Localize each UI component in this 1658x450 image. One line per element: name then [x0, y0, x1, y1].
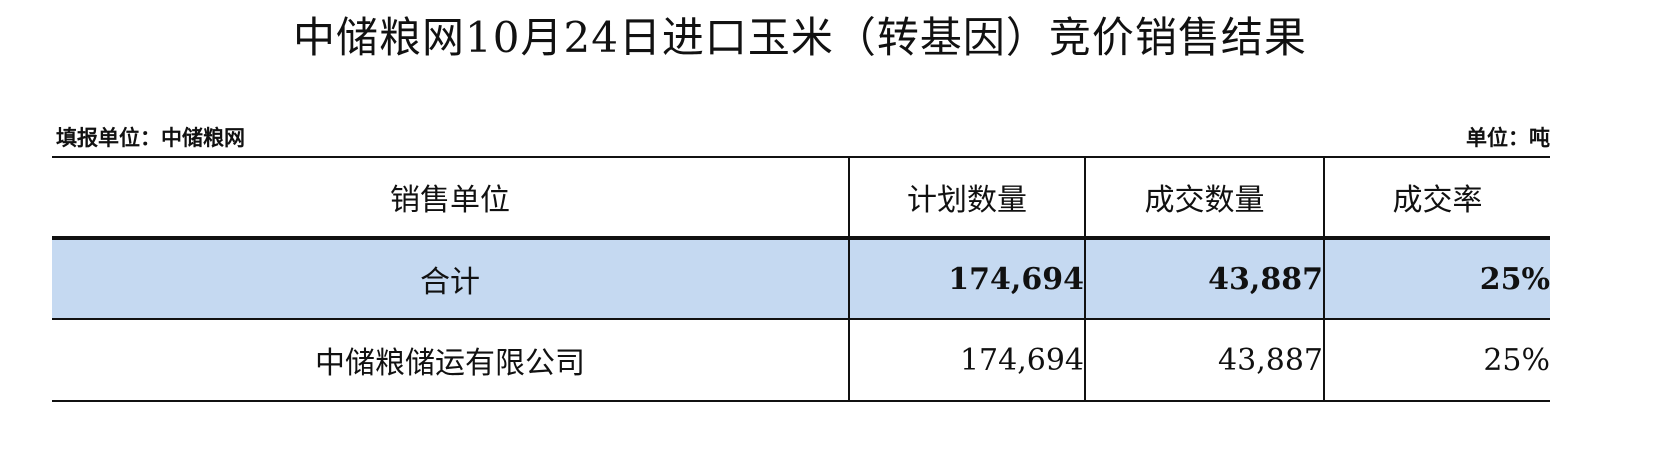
total-label: 合计	[420, 265, 480, 300]
reporter-label: 填报单位：中储粮网	[56, 125, 245, 150]
header-rate: 成交率	[1323, 158, 1550, 236]
total-traded: 43,887	[1084, 240, 1323, 318]
header-traded: 成交数量	[1084, 158, 1323, 236]
table-row: 中储粮储运有限公司 174,694 43,887 25%	[52, 320, 1550, 402]
header-planned: 计划数量	[848, 158, 1084, 236]
header-sales-unit: 销售单位	[390, 183, 510, 218]
row-rate: 25%	[1323, 320, 1550, 400]
row-sales-unit: 中储粮储运有限公司	[315, 346, 585, 381]
page-title: 中储粮网10月24日进口玉米（转基因）竞价销售结果	[293, 13, 1307, 62]
total-row: 合计 174,694 43,887 25%	[52, 238, 1550, 320]
total-planned: 174,694	[848, 240, 1084, 318]
table-header: 销售单位 计划数量 成交数量 成交率	[52, 156, 1550, 238]
row-traded: 43,887	[1084, 320, 1323, 400]
unit-label: 单位：吨	[1466, 125, 1550, 150]
row-planned: 174,694	[848, 320, 1084, 400]
total-rate: 25%	[1323, 240, 1550, 318]
